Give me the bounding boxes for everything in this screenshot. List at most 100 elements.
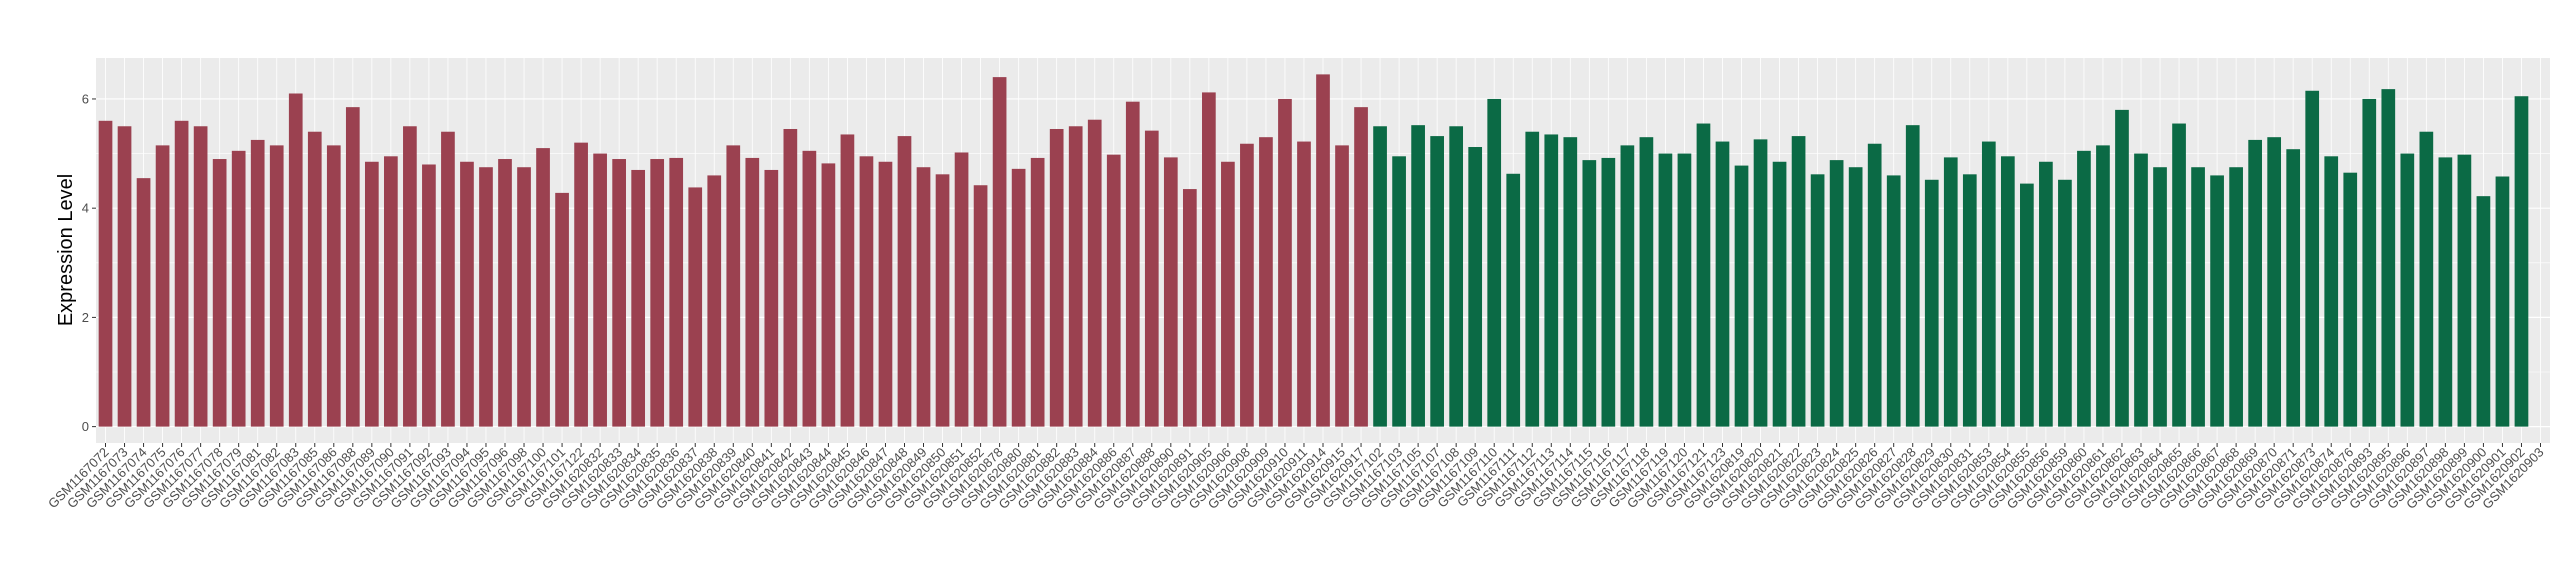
bar (479, 167, 493, 427)
x-axis: GSM1167072GSM1167073GSM1167074GSM1167075… (45, 443, 2547, 512)
bar (1068, 126, 1083, 427)
bar (1791, 136, 1806, 427)
bar (1620, 145, 1635, 427)
bar (783, 128, 798, 427)
bar (1487, 98, 1502, 427)
bar (1297, 141, 1311, 427)
bar (269, 145, 284, 427)
bar (98, 120, 113, 427)
bar (821, 163, 836, 427)
bar (1468, 147, 1483, 427)
bar (2305, 90, 2320, 427)
bar (1601, 157, 1616, 427)
bar (1144, 130, 1159, 427)
bar (193, 126, 208, 427)
bar (2172, 123, 2186, 427)
bar (2419, 131, 2434, 427)
bar (1163, 157, 1178, 427)
bar (2400, 153, 2415, 427)
bar (517, 167, 531, 427)
bar (707, 175, 722, 427)
bar (574, 142, 588, 427)
bar (1182, 189, 1197, 427)
bar (897, 136, 912, 427)
bar (935, 174, 950, 427)
bar (2286, 149, 2301, 427)
bar (1639, 137, 1654, 427)
bar (2134, 153, 2148, 427)
bar (631, 169, 646, 427)
bar (2077, 150, 2091, 427)
bar (1905, 125, 1920, 427)
bar (288, 93, 303, 427)
bar (1030, 157, 1045, 427)
y-tick-label: 2 (82, 310, 89, 325)
bar (1924, 179, 1939, 427)
bar (1981, 141, 1996, 427)
bar (1259, 137, 1273, 427)
bar (364, 161, 379, 427)
bar (1525, 131, 1540, 427)
bar (802, 150, 817, 427)
bar (2039, 161, 2053, 427)
bar (1810, 174, 1825, 427)
bar (174, 120, 189, 427)
bar (764, 169, 779, 427)
bar (2343, 172, 2358, 427)
bar (1867, 143, 1882, 427)
bar (1943, 157, 1958, 427)
y-tick-label: 4 (82, 201, 89, 216)
bar (992, 77, 1007, 427)
bar (1886, 175, 1901, 427)
bar (155, 145, 170, 427)
bar (2229, 167, 2243, 427)
bar (2191, 167, 2205, 427)
bar (2362, 98, 2377, 427)
bar (422, 164, 436, 427)
bar (498, 159, 512, 427)
bar (1563, 137, 1578, 427)
bar (954, 152, 969, 427)
bar (1449, 126, 1464, 427)
bar (1202, 92, 1216, 427)
bar (840, 134, 855, 427)
bar (859, 156, 874, 427)
bar (2495, 176, 2510, 427)
bar (1125, 101, 1140, 427)
y-tick-label: 6 (82, 91, 89, 106)
bar (2381, 89, 2396, 427)
bar (2514, 96, 2529, 427)
bar (1696, 123, 1711, 427)
bar (1715, 141, 1730, 427)
bar (1278, 98, 1292, 427)
bar (403, 126, 417, 427)
bar (1392, 156, 1406, 427)
bar (2438, 157, 2453, 427)
bar (1829, 160, 1844, 427)
bar (669, 157, 684, 427)
bar (2115, 109, 2129, 427)
y-tick-label: 0 (82, 419, 89, 434)
bar (973, 185, 988, 427)
bar (460, 161, 474, 427)
bar (345, 107, 360, 427)
bar (2020, 183, 2034, 427)
bar (2476, 196, 2491, 427)
bar (1848, 167, 1863, 427)
bar (384, 156, 398, 427)
bar (536, 148, 550, 427)
bar (1373, 126, 1387, 427)
bars (98, 74, 2529, 427)
bar (136, 178, 151, 427)
bar (441, 131, 455, 427)
bar (2096, 145, 2110, 427)
bar (1411, 125, 1425, 427)
bar (612, 159, 626, 427)
bar (1677, 153, 1692, 427)
bar (2267, 137, 2282, 427)
bar (878, 161, 893, 427)
bar (2058, 179, 2072, 427)
bar (1106, 154, 1121, 427)
bar (593, 153, 607, 427)
